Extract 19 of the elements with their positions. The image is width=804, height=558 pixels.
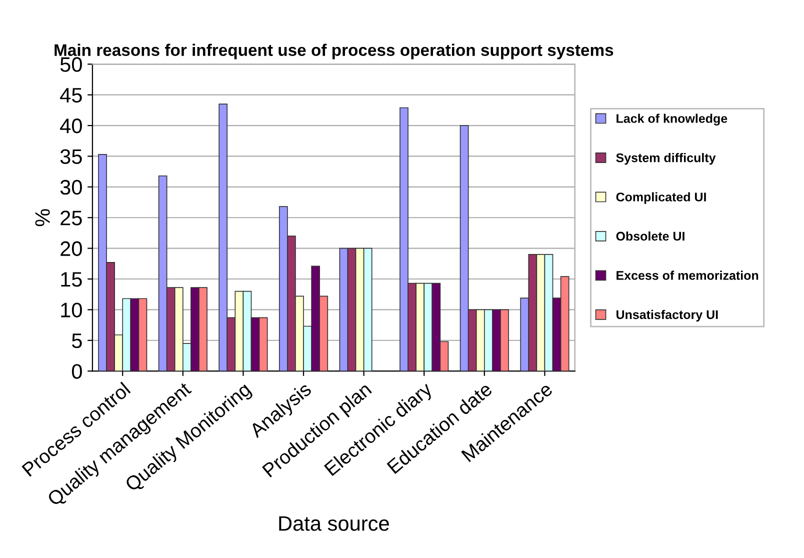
y-tick-label: 0 — [72, 364, 82, 379]
legend-label: System difficulty — [616, 153, 716, 165]
legend-label: Unsatisfactory UI — [616, 310, 718, 322]
y-axis-title: % — [35, 209, 50, 226]
legend-label: Obsolete UI — [616, 231, 684, 241]
legend-label: Lack of knowledge — [616, 114, 728, 126]
x-axis-title: Data source — [279, 516, 389, 531]
y-tick-label: 50 — [60, 57, 82, 72]
y-tick-label: 45 — [60, 88, 82, 103]
y-tick-label: 35 — [60, 149, 82, 164]
y-tick-label: 30 — [60, 180, 82, 195]
legend-label: Excess of memorization — [616, 270, 758, 280]
y-tick-label: 5 — [72, 334, 82, 348]
y-tick-label: 20 — [60, 241, 82, 256]
y-tick-label: 40 — [60, 118, 82, 134]
legend-label: Complicated UI — [616, 192, 706, 204]
y-tick-label: 15 — [61, 272, 82, 287]
y-tick-label: 25 — [60, 210, 82, 226]
y-tick-label: 10 — [61, 302, 82, 318]
